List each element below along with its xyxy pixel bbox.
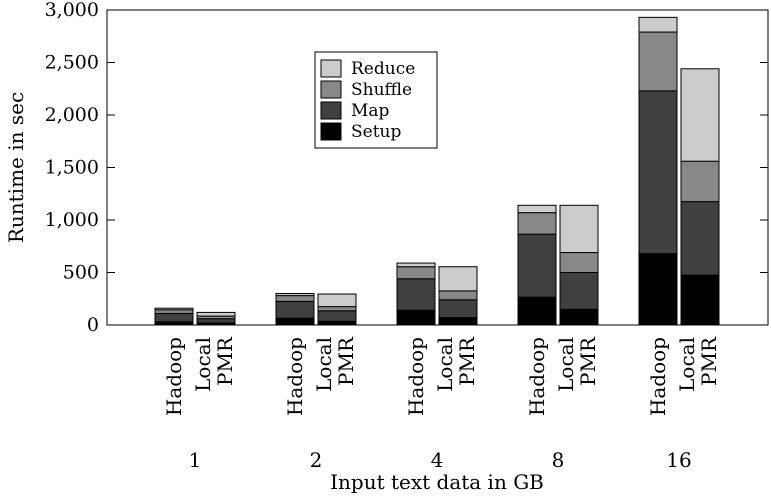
bar-label-local-pmr-line2: PMR (213, 336, 237, 386)
bar-segment-shuffle-hadoop-8gb (517, 212, 557, 235)
bar-segment-map-hadoop-2gb (275, 300, 315, 319)
legend-label-map: Map (351, 101, 390, 121)
bar-label-hadoop: Hadoop (646, 337, 670, 416)
bar-segment-setup-hadoop-4gb (396, 309, 436, 326)
group-label-4gb: 4 (431, 448, 444, 472)
bar-label-local-pmr-line1: Local (312, 337, 336, 392)
legend-label-reduce: Reduce (351, 59, 415, 79)
y-tick-label: 2,000 (45, 104, 99, 126)
bar-label-local-pmr-line1: Local (675, 337, 699, 392)
x-axis-title: Input text data in GB (330, 470, 544, 494)
bar-segment-map-hadoop-8gb (517, 233, 557, 298)
bar-segment-reduce-local-pmr-16gb (680, 68, 720, 162)
group-label-8gb: 8 (552, 448, 565, 472)
bar-label-hadoop: Hadoop (283, 337, 307, 416)
bar-segment-reduce-hadoop-4gb (396, 262, 436, 268)
bar-segment-shuffle-local-pmr-8gb (559, 252, 599, 274)
bar-segment-map-local-pmr-2gb (317, 310, 357, 322)
bar-segment-setup-local-pmr-16gb (680, 274, 720, 326)
bar-label-local-pmr-line1: Local (554, 337, 578, 392)
bar-segment-map-local-pmr-16gb (680, 201, 720, 276)
group-label-16gb: 16 (666, 448, 691, 472)
bar-segment-shuffle-hadoop-1gb (154, 309, 194, 314)
bar-label-local-pmr-line1: Local (191, 337, 215, 392)
bar-segment-map-hadoop-16gb (638, 90, 678, 255)
y-axis-title: Runtime in sec (4, 92, 28, 243)
bar-label-local-pmr-line2: PMR (455, 336, 479, 386)
y-tick-label: 2,500 (45, 52, 99, 74)
bar-segment-reduce-local-pmr-2gb (317, 293, 357, 308)
y-tick-label: 1,000 (45, 209, 99, 231)
bar-segment-setup-hadoop-8gb (517, 296, 557, 326)
bar-segment-setup-local-pmr-4gb (438, 317, 478, 326)
legend-swatch-setup (320, 122, 342, 141)
group-label-1gb: 1 (189, 448, 202, 472)
bar-segment-reduce-hadoop-8gb (517, 204, 557, 214)
bar-segment-reduce-local-pmr-1gb (196, 311, 236, 317)
bar-segment-reduce-hadoop-2gb (275, 293, 315, 297)
bar-segment-map-hadoop-4gb (396, 278, 436, 311)
bar-segment-map-local-pmr-1gb (196, 318, 236, 324)
bar-label-local-pmr-line1: Local (433, 337, 457, 392)
bar-segment-reduce-local-pmr-8gb (559, 204, 599, 254)
bar-segment-shuffle-hadoop-2gb (275, 295, 315, 302)
bar-segment-reduce-hadoop-1gb (154, 307, 194, 311)
legend-swatch-shuffle (320, 80, 342, 99)
y-tick-label: 0 (87, 314, 99, 336)
bar-segment-setup-local-pmr-2gb (317, 320, 357, 326)
y-tick-label: 1,500 (45, 157, 99, 179)
bar-label-local-pmr-line2: PMR (697, 336, 721, 386)
legend-swatch-reduce (320, 59, 342, 78)
bar-segment-map-local-pmr-8gb (559, 272, 599, 310)
bar-label-hadoop: Hadoop (404, 337, 428, 416)
bar-segment-shuffle-local-pmr-16gb (680, 160, 720, 203)
y-tick-label: 500 (63, 262, 99, 284)
bar-segment-shuffle-hadoop-4gb (396, 266, 436, 280)
bar-segment-map-hadoop-1gb (154, 312, 194, 323)
bar-segment-reduce-local-pmr-4gb (438, 266, 478, 292)
bar-segment-shuffle-hadoop-16gb (638, 31, 678, 92)
bar-label-hadoop: Hadoop (525, 337, 549, 416)
bar-segment-reduce-hadoop-16gb (638, 16, 678, 33)
legend-label-shuffle: Shuffle (351, 80, 412, 100)
bar-segment-shuffle-local-pmr-2gb (317, 306, 357, 312)
bar-segment-map-local-pmr-4gb (438, 299, 478, 319)
bar-segment-shuffle-local-pmr-4gb (438, 290, 478, 301)
bar-label-local-pmr-line2: PMR (334, 336, 358, 386)
bar-label-local-pmr-line2: PMR (576, 336, 600, 386)
bar-segment-setup-local-pmr-8gb (559, 308, 599, 326)
bar-label-hadoop: Hadoop (162, 337, 186, 416)
legend-label-setup: Setup (351, 122, 401, 142)
axes-layer: 0 500 1,000 1,500 2,000 2,500 3,000 Runtime in … (4, 0, 769, 494)
bar-segment-setup-hadoop-2gb (275, 317, 315, 326)
group-label-2gb: 2 (310, 448, 323, 472)
legend-swatch-map (320, 101, 342, 120)
y-tick-label: 3,000 (45, 0, 99, 21)
bar-segment-setup-hadoop-16gb (638, 253, 678, 326)
